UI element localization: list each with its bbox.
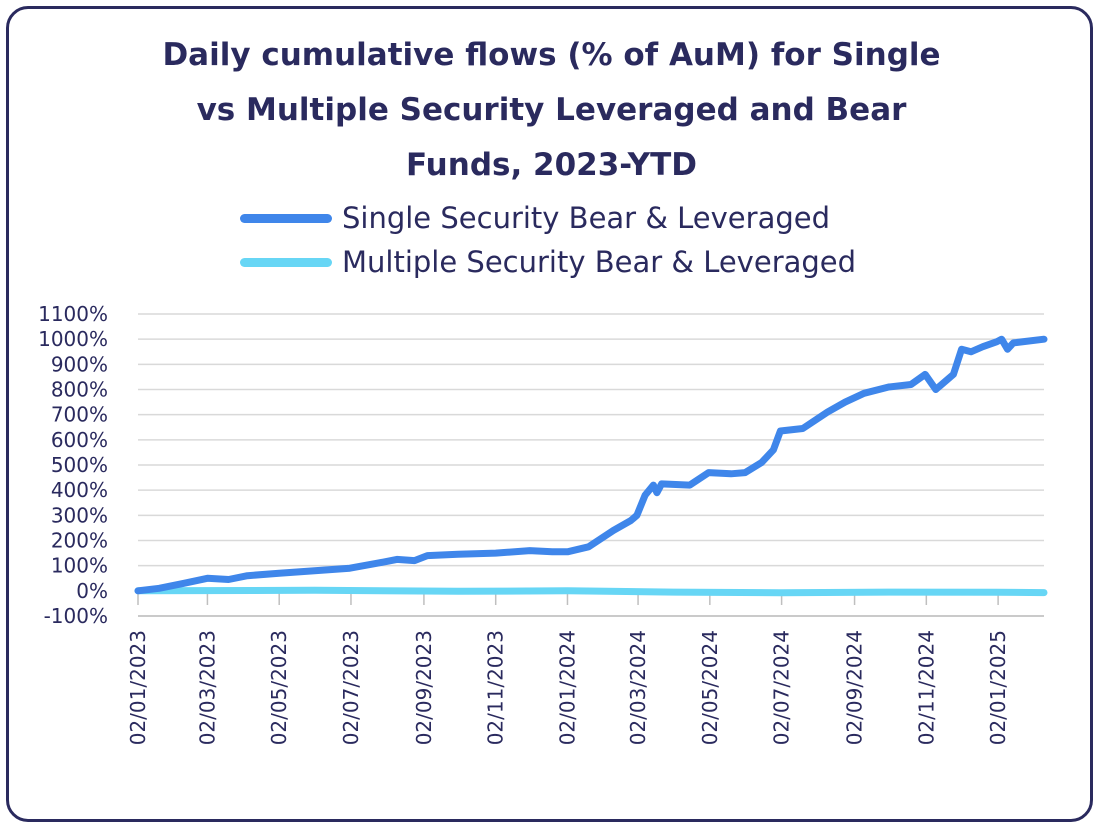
chart-title: Daily cumulative flows (% of AuM) for Si… (0, 28, 1103, 193)
y-tick-label: 800% (51, 378, 108, 402)
legend-item-multiple: Multiple Security Bear & Leveraged (240, 240, 856, 284)
y-tick-label: 500% (51, 453, 108, 477)
y-tick-label: 900% (51, 352, 108, 376)
x-tick-label: 02/09/2024 (843, 630, 867, 745)
x-tick-label: 02/07/2023 (339, 630, 363, 745)
x-tick-label: 02/05/2023 (267, 630, 291, 745)
x-tick-label: 02/11/2024 (914, 630, 938, 745)
series-line-single (134, 335, 1048, 595)
series-line-multiple (134, 586, 1048, 597)
chart-title-line: vs Multiple Security Leveraged and Bear (196, 92, 907, 128)
y-tick-label: -100% (44, 604, 108, 628)
x-tick-label: 02/03/2023 (195, 630, 219, 745)
legend-label-multiple: Multiple Security Bear & Leveraged (342, 245, 857, 279)
y-tick-label: 0% (76, 579, 108, 603)
x-tick-label: 02/01/2024 (555, 630, 579, 745)
legend-swatch-single (240, 213, 332, 223)
chart-title-line: Daily cumulative flows (% of AuM) for Si… (162, 37, 941, 73)
legend-swatch-multiple (240, 257, 332, 267)
x-tick-label: 02/01/2025 (986, 630, 1010, 745)
y-tick-label: 300% (51, 503, 108, 527)
x-tick-label: 02/09/2023 (412, 630, 436, 745)
x-tick-label: 02/01/2023 (126, 630, 150, 745)
chart-legend: Single Security Bear & Leveraged Multipl… (240, 196, 856, 284)
y-tick-label: 1000% (38, 327, 108, 351)
x-tick-label: 02/05/2024 (698, 630, 722, 745)
y-tick-label: 700% (51, 403, 108, 427)
y-tick-label: 200% (51, 529, 108, 553)
x-tick-label: 02/07/2024 (770, 630, 794, 745)
y-tick-label: 400% (51, 478, 108, 502)
legend-label-single: Single Security Bear & Leveraged (342, 201, 831, 235)
x-tick-label: 02/03/2024 (626, 630, 650, 745)
y-tick-label: 1100% (38, 302, 108, 326)
legend-item-single: Single Security Bear & Leveraged (240, 196, 856, 240)
x-tick-label: 02/11/2023 (484, 630, 508, 745)
y-tick-label: 100% (51, 554, 108, 578)
y-tick-label: 600% (51, 428, 108, 452)
chart-title-line: Funds, 2023-YTD (406, 147, 697, 183)
